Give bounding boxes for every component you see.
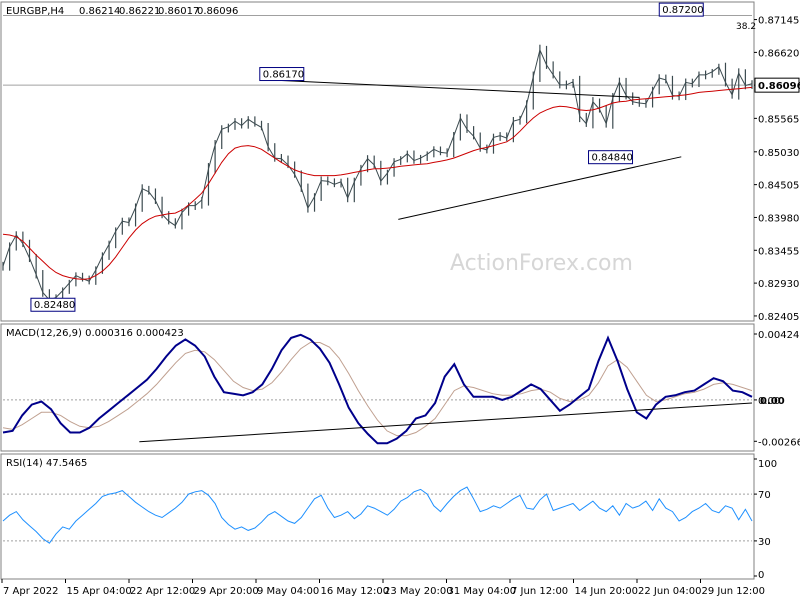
price-axis: 0.87145 0.86620 0.86096 0.85565 0.85030 0.845… [754,16,800,323]
price-pane: ActionForex.com EURGBP,H4 0.86214 0.8622… [0,1,800,323]
time-axis-label: 14 Jun 20:00 [575,586,639,597]
price-axis-label: 0.85565 [758,114,799,125]
close-value: 0.86096 [197,6,238,17]
price-axis-label: 0.82405 [758,312,799,323]
price-axis-label: 0.86620 [758,48,799,59]
price-header: EURGBP,H4 0.86214 0.86221 0.86017 0.8609… [6,6,238,17]
price-axis-label: 0.82930 [758,279,799,290]
price-annotation-label: 0.82480 [34,300,75,311]
macd-label: MACD(12,26,9) 0.000316 0.000423 [6,328,184,339]
time-axis-label: 7 Jun 12:00 [511,586,568,597]
price-axis-label: 0.83455 [758,246,799,257]
price-axis-label: 0.87145 [758,16,799,27]
price-annotation-label: 0.87200 [662,5,703,16]
time-axis-label: 16 May 12:00 [321,586,390,597]
rsi-axis: 100 70 30 0 [754,458,777,581]
time-axis-label: 31 May 04:00 [448,586,517,597]
macd-pane-border [0,323,755,452]
time-axis-label: 29 Apr 20:00 [194,586,259,597]
price-annotation-box [658,2,704,17]
watermark: ActionForex.com [450,251,633,276]
time-axis-label: 29 Jun 12:00 [702,586,766,597]
current-price-box [754,77,800,93]
high-value: 0.86221 [119,6,160,17]
price-annotation-box [30,297,76,312]
macd-axis-label: -0.002667 [758,437,800,448]
macd-current-label: 0.00 [760,396,785,407]
time-axis-label: 23 May 20:00 [384,586,453,597]
price-axis-label: 0.83980 [758,213,799,224]
low-value: 0.86017 [158,6,199,17]
current-price-label: 0.86096 [758,81,800,92]
time-axis-label: 7 Apr 2022 [3,586,58,597]
macd-line [2,333,753,445]
rsi-axis-label: 30 [758,537,771,548]
macd-pane: MACD(12,26,9) 0.000316 0.000423 0.004248… [0,323,800,452]
macd-layer [2,333,753,445]
macd-signal-line [2,342,753,437]
time-axis-label: 15 Apr 04:00 [67,586,132,597]
price-annotation-box [259,67,305,82]
open-value: 0.86214 [79,6,120,17]
price-axis-label: 0.85030 [758,148,799,159]
price-pane-border [0,1,755,322]
rsi-label: RSI(14) 47.5465 [6,458,87,469]
price-axis-label: 0.84505 [758,181,799,192]
symbol-label: EURGBP,H4 [6,6,64,17]
triangle-trendline [398,156,682,220]
rsi-layer [2,486,753,544]
rsi-line [2,486,753,544]
macd-axis: 0.0042480.00-0.0026670.00 [754,330,800,448]
time-axis-label: 22 Jun 04:00 [638,586,702,597]
triangle-trendline [281,80,640,98]
price-layer: 0.82480 0.86170 0.84840 0.87200 [2,2,753,312]
macd-axis-label: 0.004248 [758,330,800,341]
rsi-pane-border [0,453,755,580]
price-annotation-box [588,150,634,165]
time-axis-label: 9 May 04:00 [257,586,319,597]
macd-axis-label: 0.00 [758,396,780,407]
price-annotation-label: 0.86170 [263,70,304,81]
moving-average-line [2,86,753,280]
price-annotation-label: 0.84840 [592,153,633,164]
rsi-axis-label: 0 [758,570,764,581]
rsi-pane: RSI(14) 47.5465 100 70 30 0 [0,453,777,581]
macd-trendline [139,402,753,443]
rsi-axis-label: 100 [758,459,777,470]
rsi-axis-label: 70 [758,490,771,501]
time-axis-label: 22 Apr 12:00 [130,586,195,597]
fib-label: 38.2 [736,22,756,32]
